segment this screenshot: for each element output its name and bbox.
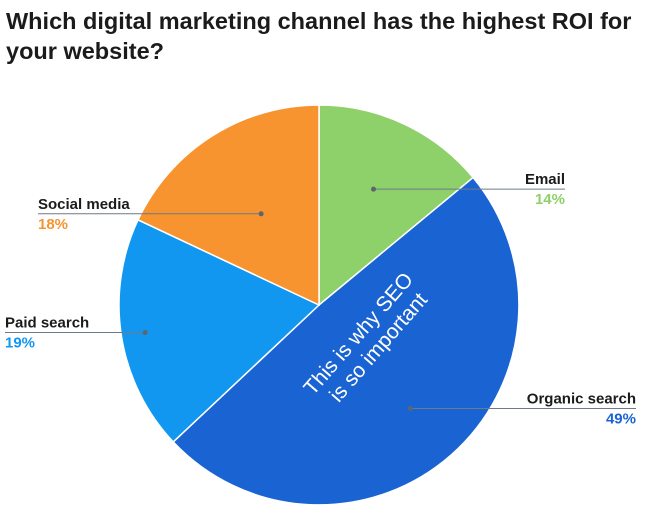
pie-slice-paid-search: [118, 218, 321, 443]
pie-slices: [118, 104, 520, 506]
chart-title: Which digital marketing channel has the …: [6, 8, 632, 64]
leader-dot-organic-search: [407, 406, 413, 412]
slice-value-email: 14%: [535, 191, 565, 208]
leader-dot-email: [371, 186, 376, 192]
slice-labels: Email 14% Organic search 49% Paid search 19% S…: [5, 171, 636, 427]
slice-value-social-media: 18%: [38, 216, 68, 233]
slice-label-email: Email: [525, 171, 565, 188]
pie-slice-social-media: [137, 104, 320, 307]
pie-slice-organic-search: [172, 176, 520, 506]
slice-label-organic-search: Organic search: [527, 391, 636, 408]
leader-dot-social-media: [258, 211, 264, 217]
pie-slice-email: [318, 104, 475, 307]
leader-lines: [5, 186, 636, 412]
slice-label-social-media: Social media: [38, 196, 130, 213]
leader-dot-paid-search: [142, 330, 148, 336]
slice-value-paid-search: 19%: [5, 335, 35, 352]
slice-value-organic-search: 49%: [606, 411, 636, 428]
slice-label-paid-search: Paid search: [5, 315, 89, 332]
